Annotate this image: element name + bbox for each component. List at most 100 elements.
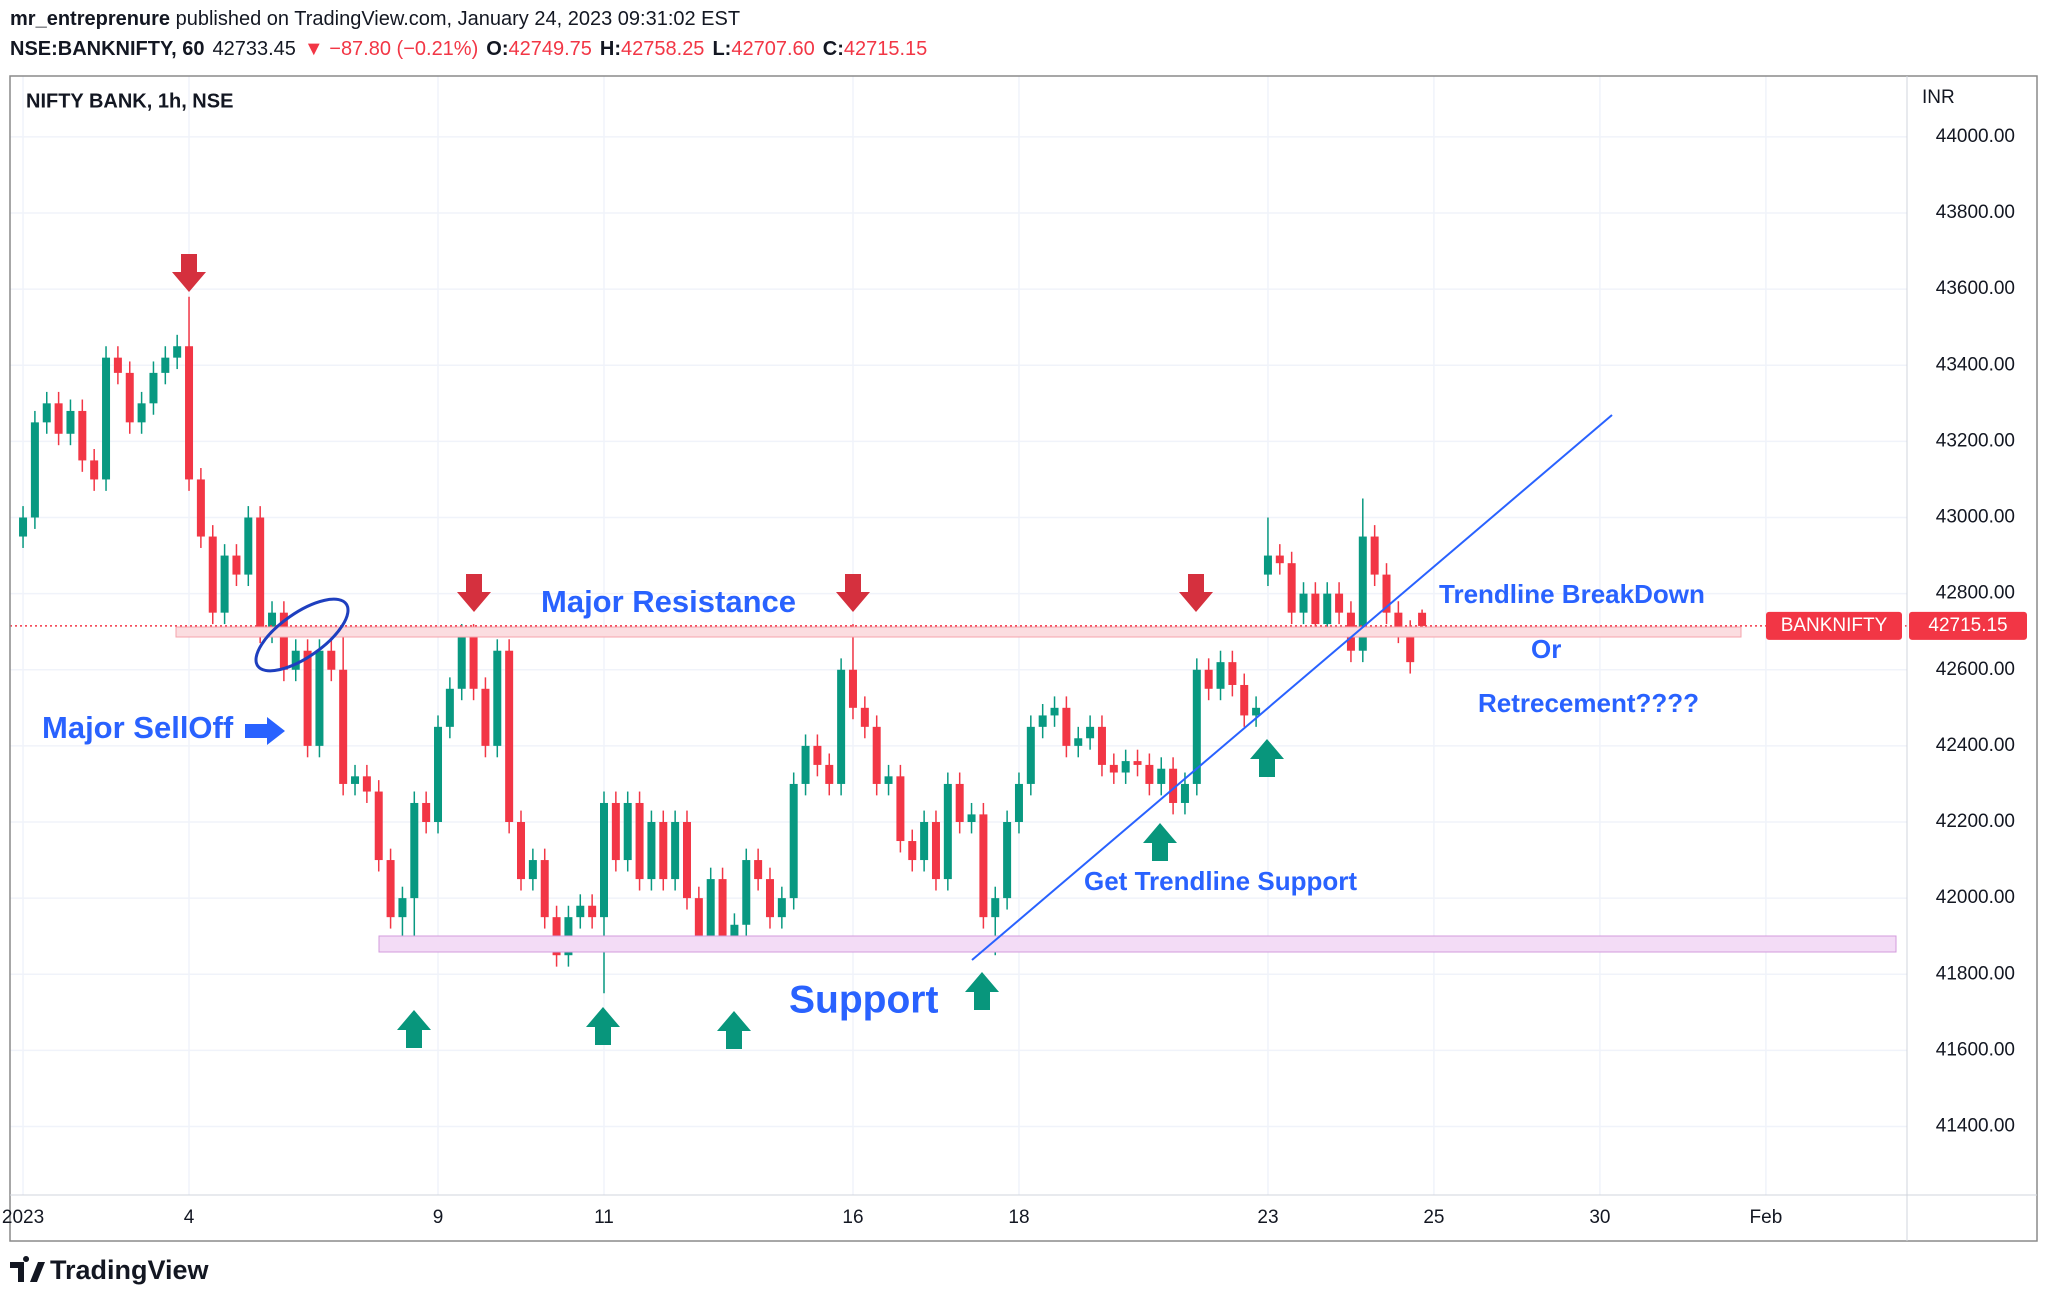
candle-body [754,860,763,880]
h-label: H: [600,38,621,60]
candle-body [481,688,490,746]
candle-body [469,631,478,689]
last-price-tag: BANKNIFTY [1781,615,1888,636]
c-label: C: [823,38,844,60]
y-tick-label: 42600.00 [1936,659,2015,680]
candle-body [1109,764,1118,773]
up-arrows [397,739,1284,1049]
right-arrow [245,717,285,745]
candle-body [671,822,680,880]
annotation: Support [789,978,938,1021]
candle-body [517,822,526,880]
candle-body [694,898,703,937]
down-arrows [172,254,1213,612]
publish-line: mr_entreprenure published on TradingView… [10,8,740,30]
y-tick-label: 43400.00 [1936,354,2015,375]
candle-body [1311,593,1320,625]
candle-body [813,745,822,765]
annotation: Trendline BreakDown [1439,579,1705,609]
candle-body [315,650,324,746]
chart-frame [9,75,2038,1242]
candle-body [279,612,288,670]
candle-body [872,726,881,784]
candle-body [457,631,466,689]
candle-body [1192,669,1201,784]
y-tick-label: 42800.00 [1936,583,2015,604]
candle-body [1240,684,1249,716]
candle-body [789,783,798,899]
candle-body [434,726,443,822]
o: 42749.75 [508,38,591,60]
annotation: Or [1531,634,1561,664]
candle-body [1062,707,1071,746]
candle-body [422,802,431,822]
candle-body [1003,822,1012,899]
candle-body [706,879,715,937]
annotation: Retrecement???? [1478,688,1699,718]
candle-body [374,791,383,861]
x-tick-label: 11 [594,1207,614,1228]
candle-body [943,783,952,880]
candle-body [931,822,940,880]
candle-body [244,517,253,575]
candle-body [1204,669,1213,689]
candle-body [113,357,122,373]
footer-logo: TradingView [10,1255,210,1285]
candle-body [90,460,99,480]
y-tick-label: 42200.00 [1936,811,2015,832]
support-zone [378,935,1897,953]
candle-body [765,879,774,918]
logo-icon [10,1256,45,1282]
candle-body [1335,593,1344,613]
down-arrow [1179,574,1213,612]
candle-body [1406,631,1415,663]
candle-body [445,688,454,727]
candle-body [576,905,585,918]
chart-title: NIFTY BANK, 1h, NSE [26,90,233,112]
x-tick-label: 25 [1423,1207,1444,1228]
up-arrow [1143,823,1177,861]
candle-body [1382,574,1391,613]
y-tick-label: 41400.00 [1936,1116,2015,1137]
candle-body [825,764,834,784]
trendline [971,414,1613,961]
candle-body [848,669,857,708]
c: 42715.15 [844,38,927,60]
annotation: Major SellOff [42,710,234,745]
candle-body [623,802,632,861]
logo-text: TradingView [50,1255,210,1285]
candle-body [599,802,608,918]
candle-body [1275,555,1284,564]
candle-body [777,898,786,918]
y-tick-label: 41600.00 [1936,1039,2015,1060]
candle-body [339,669,348,784]
candle-body [1216,662,1225,689]
candle-body [78,410,87,461]
x-tick-label: 23 [1257,1207,1278,1228]
l-label: L: [712,38,731,60]
candle-body [66,410,75,434]
x-tick-label: 4 [184,1207,195,1228]
candle-body [42,403,51,423]
candle-body [327,650,336,670]
candle-body [173,346,182,358]
candle-body [1299,593,1308,613]
y-tick-label: 41800.00 [1936,963,2015,984]
candle-body [351,776,360,784]
candle-body [386,860,395,918]
candle-body [647,822,656,880]
candle-body [979,814,988,918]
candle-body [1097,726,1106,765]
change: ▼ −87.80 (−0.21%) [304,38,478,60]
candle-body [137,403,146,423]
h: 42758.25 [621,38,704,60]
candle-body [920,822,929,861]
down-arrow [457,574,491,612]
symbol: NSE:BANKNIFTY, 60 [10,38,204,60]
candle-body [149,372,158,404]
candle-body [362,776,371,792]
candle-body [1145,764,1154,784]
last-price-tag-bg [1766,611,1902,640]
candle-body [742,860,751,925]
candle-body [1228,662,1237,685]
